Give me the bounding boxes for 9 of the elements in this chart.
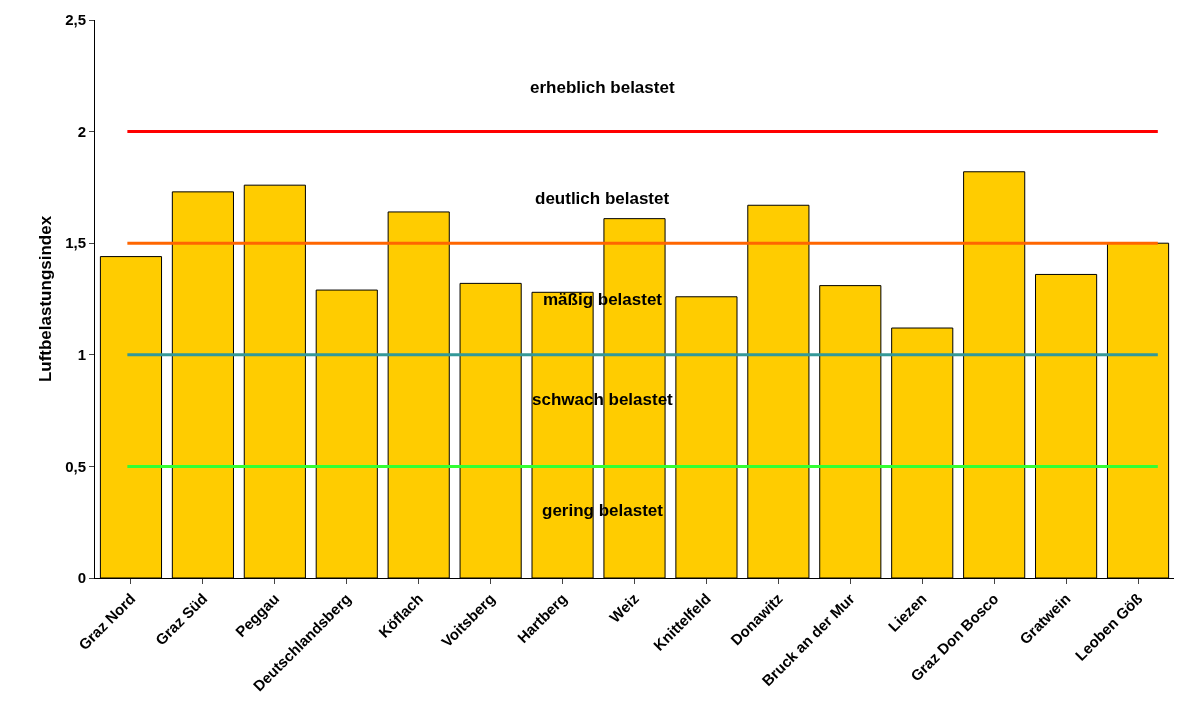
annotation: erheblich belastet (530, 78, 675, 97)
y-tick-label: 0 (77, 569, 86, 587)
annotation: deutlich belastet (535, 189, 670, 208)
y-axis-title: Luftbelastungsindex (36, 215, 55, 383)
y-tick-label: 1 (77, 346, 86, 364)
y-tick-label: 0,5 (65, 457, 86, 475)
y-tick-label: 2,5 (65, 11, 86, 29)
y-tick-label: 2 (77, 122, 86, 140)
y-tick-label: 1,5 (65, 234, 86, 252)
